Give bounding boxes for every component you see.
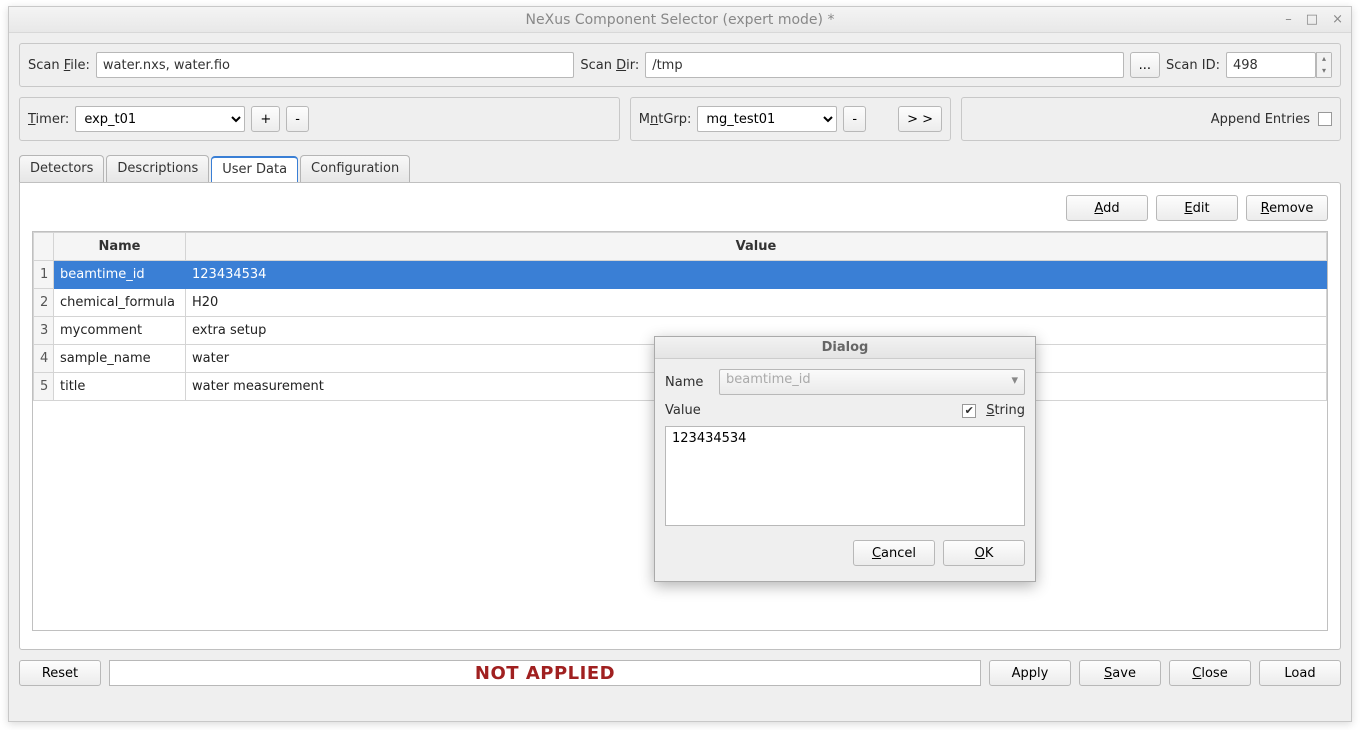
scan-id-spinner[interactable]: ▴▾ [1226,52,1332,78]
cell-name[interactable]: chemical_formula [54,289,186,317]
config-bar: Timer: exp_t01 + - MntGrp: mg_test01 - >… [19,97,1341,141]
scan-file-label: Scan File: [28,58,90,73]
tab-user-data[interactable]: User Data [211,156,298,183]
dialog-name-combo[interactable]: beamtime_id [719,369,1025,395]
window-controls: – □ × [1285,12,1343,27]
cell-value[interactable]: H20 [186,289,1327,317]
spin-down-icon[interactable]: ▾ [1317,65,1331,77]
tab-descriptions[interactable]: Descriptions [106,155,209,182]
dialog-string-label: String [986,403,1025,418]
titlebar: NeXus Component Selector (expert mode) *… [9,7,1351,33]
cell-name[interactable]: title [54,373,186,401]
mntgrp-select[interactable]: mg_test01 [697,106,837,132]
browse-button[interactable]: ... [1130,52,1160,78]
apply-button[interactable]: Apply [989,660,1071,686]
scan-dir-input[interactable] [645,52,1123,78]
maximize-icon[interactable]: □ [1306,12,1318,27]
col-value[interactable]: Value [186,233,1327,261]
dialog-title: Dialog [655,337,1035,359]
tab-detectors[interactable]: Detectors [19,155,104,182]
remove-button[interactable]: Remove [1246,195,1328,221]
mntgrp-remove-button[interactable]: - [843,106,866,132]
cell-name[interactable]: sample_name [54,345,186,373]
scan-bar: Scan File: Scan Dir: ... Scan ID: ▴▾ [19,43,1341,87]
dialog-string-checkbox[interactable] [962,404,976,418]
timer-select[interactable]: exp_t01 [75,106,245,132]
window-title: NeXus Component Selector (expert mode) * [526,12,835,28]
timer-remove-button[interactable]: - [286,106,309,132]
table-row[interactable]: 1beamtime_id123434534 [34,261,1327,289]
save-button[interactable]: Save [1079,660,1161,686]
scan-file-input[interactable] [96,52,574,78]
edit-button[interactable]: Edit [1156,195,1238,221]
scan-id-input[interactable] [1226,52,1316,78]
timer-add-button[interactable]: + [251,106,280,132]
dialog-name-label: Name [665,375,709,390]
minimize-icon[interactable]: – [1285,12,1292,27]
advance-button[interactable]: > > [898,106,942,132]
scan-id-label: Scan ID: [1166,58,1220,73]
tab-configuration[interactable]: Configuration [300,155,410,182]
append-entries-checkbox[interactable] [1318,112,1332,126]
load-button[interactable]: Load [1259,660,1341,686]
close-icon[interactable]: × [1332,12,1343,27]
cell-name[interactable]: mycomment [54,317,186,345]
reset-button[interactable]: Reset [19,660,101,686]
close-button[interactable]: Close [1169,660,1251,686]
edit-dialog: Dialog Name beamtime_id Value String 123… [654,336,1036,582]
table-row[interactable]: 2chemical_formulaH20 [34,289,1327,317]
col-name[interactable]: Name [54,233,186,261]
cell-name[interactable]: beamtime_id [54,261,186,289]
dialog-value-textarea[interactable]: 123434534 [665,426,1025,526]
cell-value[interactable]: 123434534 [186,261,1327,289]
dialog-value-label: Value [665,403,709,418]
dialog-cancel-button[interactable]: Cancel [853,540,935,566]
tabbar: Detectors Descriptions User Data Configu… [19,155,1341,182]
dialog-ok-button[interactable]: OK [943,540,1025,566]
append-entries-label: Append Entries [1211,112,1310,127]
add-button[interactable]: Add [1066,195,1148,221]
bottom-bar: Reset NOT APPLIED Apply Save Close Load [19,660,1341,686]
status-field: NOT APPLIED [109,660,981,686]
scan-dir-label: Scan Dir: [580,58,639,73]
spin-up-icon[interactable]: ▴ [1317,53,1331,65]
timer-label: Timer: [28,112,69,127]
mntgrp-label: MntGrp: [639,112,692,127]
